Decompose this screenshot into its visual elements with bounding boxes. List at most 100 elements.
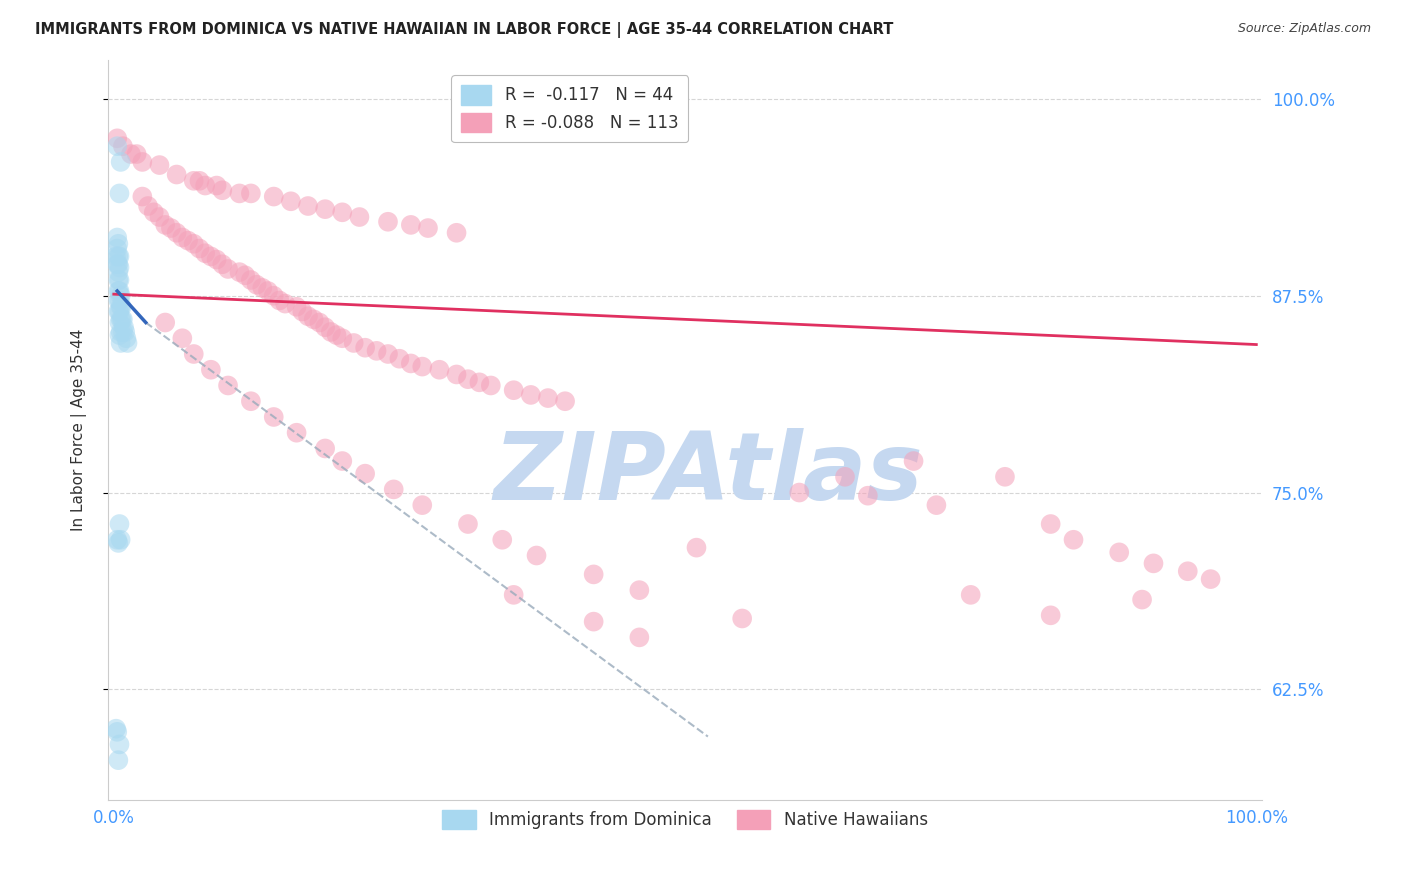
- Point: [110, 336, 132, 351]
- Point: [297, 309, 319, 323]
- Point: [108, 186, 131, 201]
- Point: [172, 230, 194, 244]
- Point: [107, 753, 129, 767]
- Point: [457, 516, 479, 531]
- Point: [239, 394, 262, 409]
- Point: [1142, 557, 1164, 571]
- Point: [1177, 564, 1199, 578]
- Point: [1108, 545, 1130, 559]
- Point: [274, 296, 297, 310]
- Point: [211, 183, 233, 197]
- Point: [628, 583, 651, 598]
- Point: [239, 273, 262, 287]
- Point: [263, 409, 285, 424]
- Point: [314, 202, 336, 216]
- Point: [354, 467, 377, 481]
- Point: [377, 347, 399, 361]
- Text: IMMIGRANTS FROM DOMINICA VS NATIVE HAWAIIAN IN LABOR FORCE | AGE 35-44 CORRELATI: IMMIGRANTS FROM DOMINICA VS NATIVE HAWAI…: [35, 22, 894, 38]
- Point: [446, 368, 468, 382]
- Point: [217, 378, 239, 392]
- Point: [111, 300, 134, 314]
- Point: [252, 281, 274, 295]
- Point: [228, 186, 250, 201]
- Point: [233, 268, 256, 283]
- Point: [479, 378, 502, 392]
- Legend: Immigrants from Dominica, Native Hawaiians: Immigrants from Dominica, Native Hawaiia…: [436, 803, 935, 836]
- Point: [108, 738, 131, 752]
- Point: [107, 265, 129, 279]
- Point: [188, 174, 211, 188]
- Point: [302, 312, 325, 326]
- Point: [105, 724, 128, 739]
- Text: Source: ZipAtlas.com: Source: ZipAtlas.com: [1237, 22, 1371, 36]
- Point: [269, 293, 291, 308]
- Point: [502, 383, 524, 397]
- Point: [446, 226, 468, 240]
- Point: [382, 483, 405, 497]
- Point: [297, 199, 319, 213]
- Point: [205, 252, 228, 267]
- Text: ZIPAtlas: ZIPAtlas: [494, 428, 922, 520]
- Point: [125, 147, 148, 161]
- Point: [110, 533, 132, 547]
- Point: [285, 425, 308, 440]
- Point: [131, 155, 153, 169]
- Point: [411, 359, 433, 374]
- Point: [685, 541, 707, 555]
- Point: [160, 221, 183, 235]
- Point: [188, 242, 211, 256]
- Point: [107, 257, 129, 271]
- Point: [148, 210, 170, 224]
- Point: [211, 257, 233, 271]
- Point: [834, 470, 856, 484]
- Point: [105, 242, 128, 256]
- Point: [582, 615, 605, 629]
- Point: [959, 588, 981, 602]
- Point: [291, 304, 314, 318]
- Point: [526, 549, 548, 563]
- Point: [108, 284, 131, 298]
- Point: [280, 194, 302, 209]
- Point: [183, 347, 205, 361]
- Point: [1039, 608, 1062, 623]
- Point: [314, 320, 336, 334]
- Point: [399, 218, 422, 232]
- Point: [285, 300, 308, 314]
- Point: [166, 168, 188, 182]
- Point: [194, 246, 217, 260]
- Point: [107, 273, 129, 287]
- Point: [107, 293, 129, 308]
- Point: [314, 442, 336, 456]
- Point: [1199, 572, 1222, 586]
- Point: [205, 178, 228, 193]
- Point: [110, 155, 132, 169]
- Point: [200, 363, 222, 377]
- Point: [148, 158, 170, 172]
- Point: [105, 722, 128, 736]
- Point: [468, 376, 491, 390]
- Point: [319, 325, 342, 339]
- Point: [166, 226, 188, 240]
- Point: [112, 320, 135, 334]
- Point: [330, 454, 353, 468]
- Point: [111, 312, 134, 326]
- Point: [416, 221, 439, 235]
- Point: [1130, 592, 1153, 607]
- Point: [108, 260, 131, 275]
- Point: [111, 312, 134, 326]
- Point: [108, 304, 131, 318]
- Point: [537, 391, 560, 405]
- Point: [177, 234, 200, 248]
- Point: [153, 316, 176, 330]
- Point: [108, 316, 131, 330]
- Point: [411, 498, 433, 512]
- Point: [105, 139, 128, 153]
- Point: [582, 567, 605, 582]
- Point: [110, 289, 132, 303]
- Point: [263, 289, 285, 303]
- Point: [366, 343, 388, 358]
- Point: [153, 218, 176, 232]
- Point: [228, 265, 250, 279]
- Point: [107, 284, 129, 298]
- Point: [111, 139, 134, 153]
